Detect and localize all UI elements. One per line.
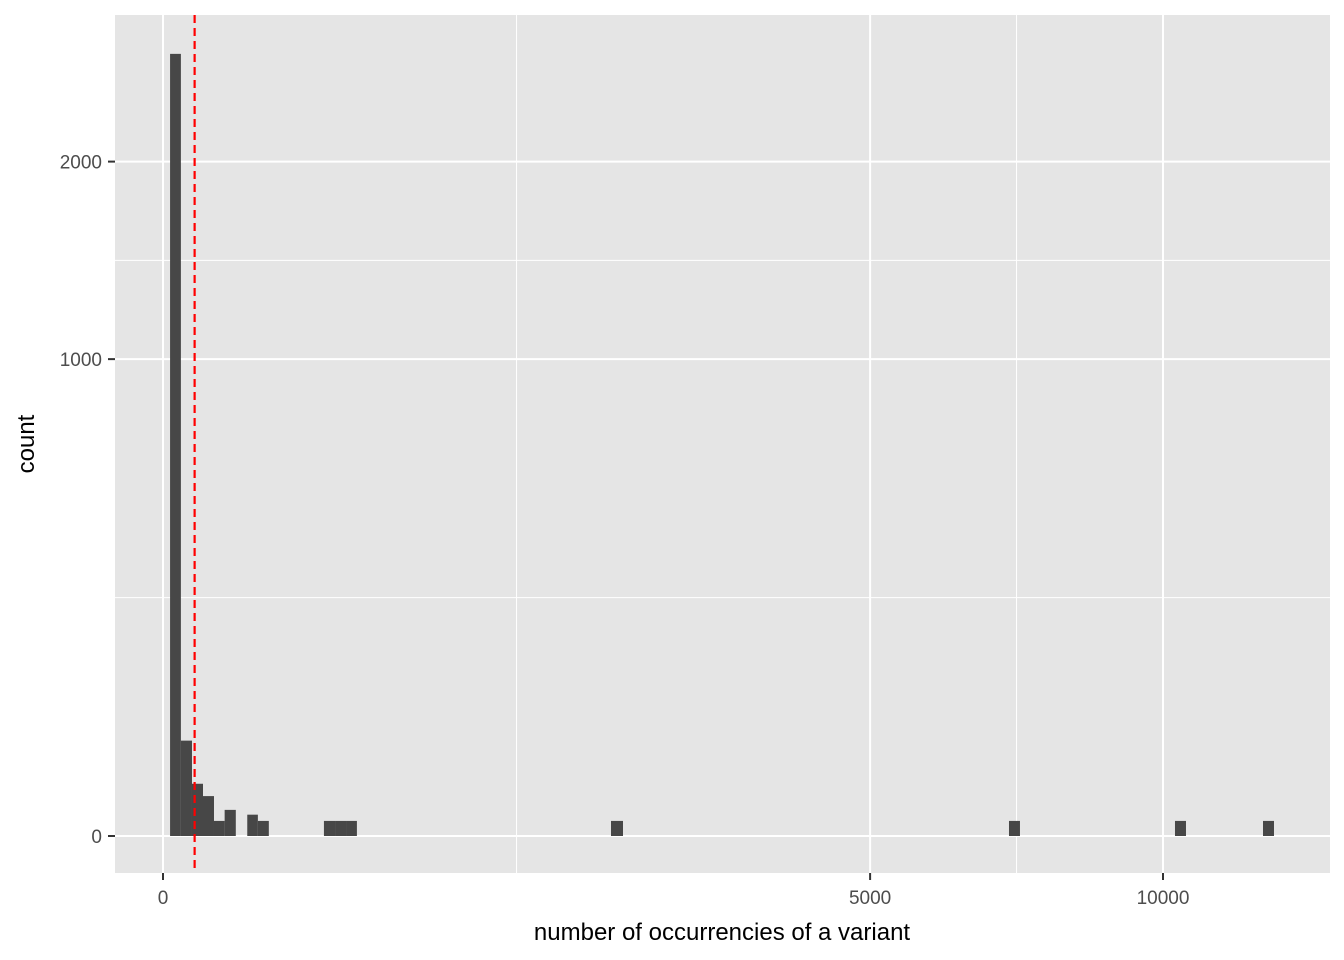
histogram-bar <box>323 820 336 836</box>
y-axis-label: count <box>13 414 40 473</box>
histogram-bar <box>180 740 192 836</box>
histogram-bar <box>1174 820 1186 836</box>
x-axis-label: number of occurrencies of a variant <box>534 919 911 946</box>
y-tick-label: 0 <box>91 827 102 848</box>
x-tick-label: 0 <box>158 888 169 909</box>
histogram-bar <box>170 53 181 837</box>
x-tick-label: 5000 <box>849 888 891 909</box>
histogram-bar <box>224 809 236 836</box>
y-tick-label: 2000 <box>60 153 102 174</box>
y-tick-label: 1000 <box>60 350 102 371</box>
histogram-bar <box>203 796 214 836</box>
histogram-bar <box>191 783 203 836</box>
histogram-bar <box>1263 820 1274 836</box>
plot-panel <box>115 15 1330 873</box>
histogram-bar <box>346 820 357 836</box>
histogram-bar <box>257 820 269 836</box>
histogram-bar <box>1008 820 1020 836</box>
x-tick-label: 10000 <box>1137 888 1190 909</box>
histogram-bar <box>213 820 225 836</box>
histogram-bar <box>335 820 347 836</box>
histogram-bar <box>610 820 623 836</box>
histogram-bar <box>247 814 258 836</box>
